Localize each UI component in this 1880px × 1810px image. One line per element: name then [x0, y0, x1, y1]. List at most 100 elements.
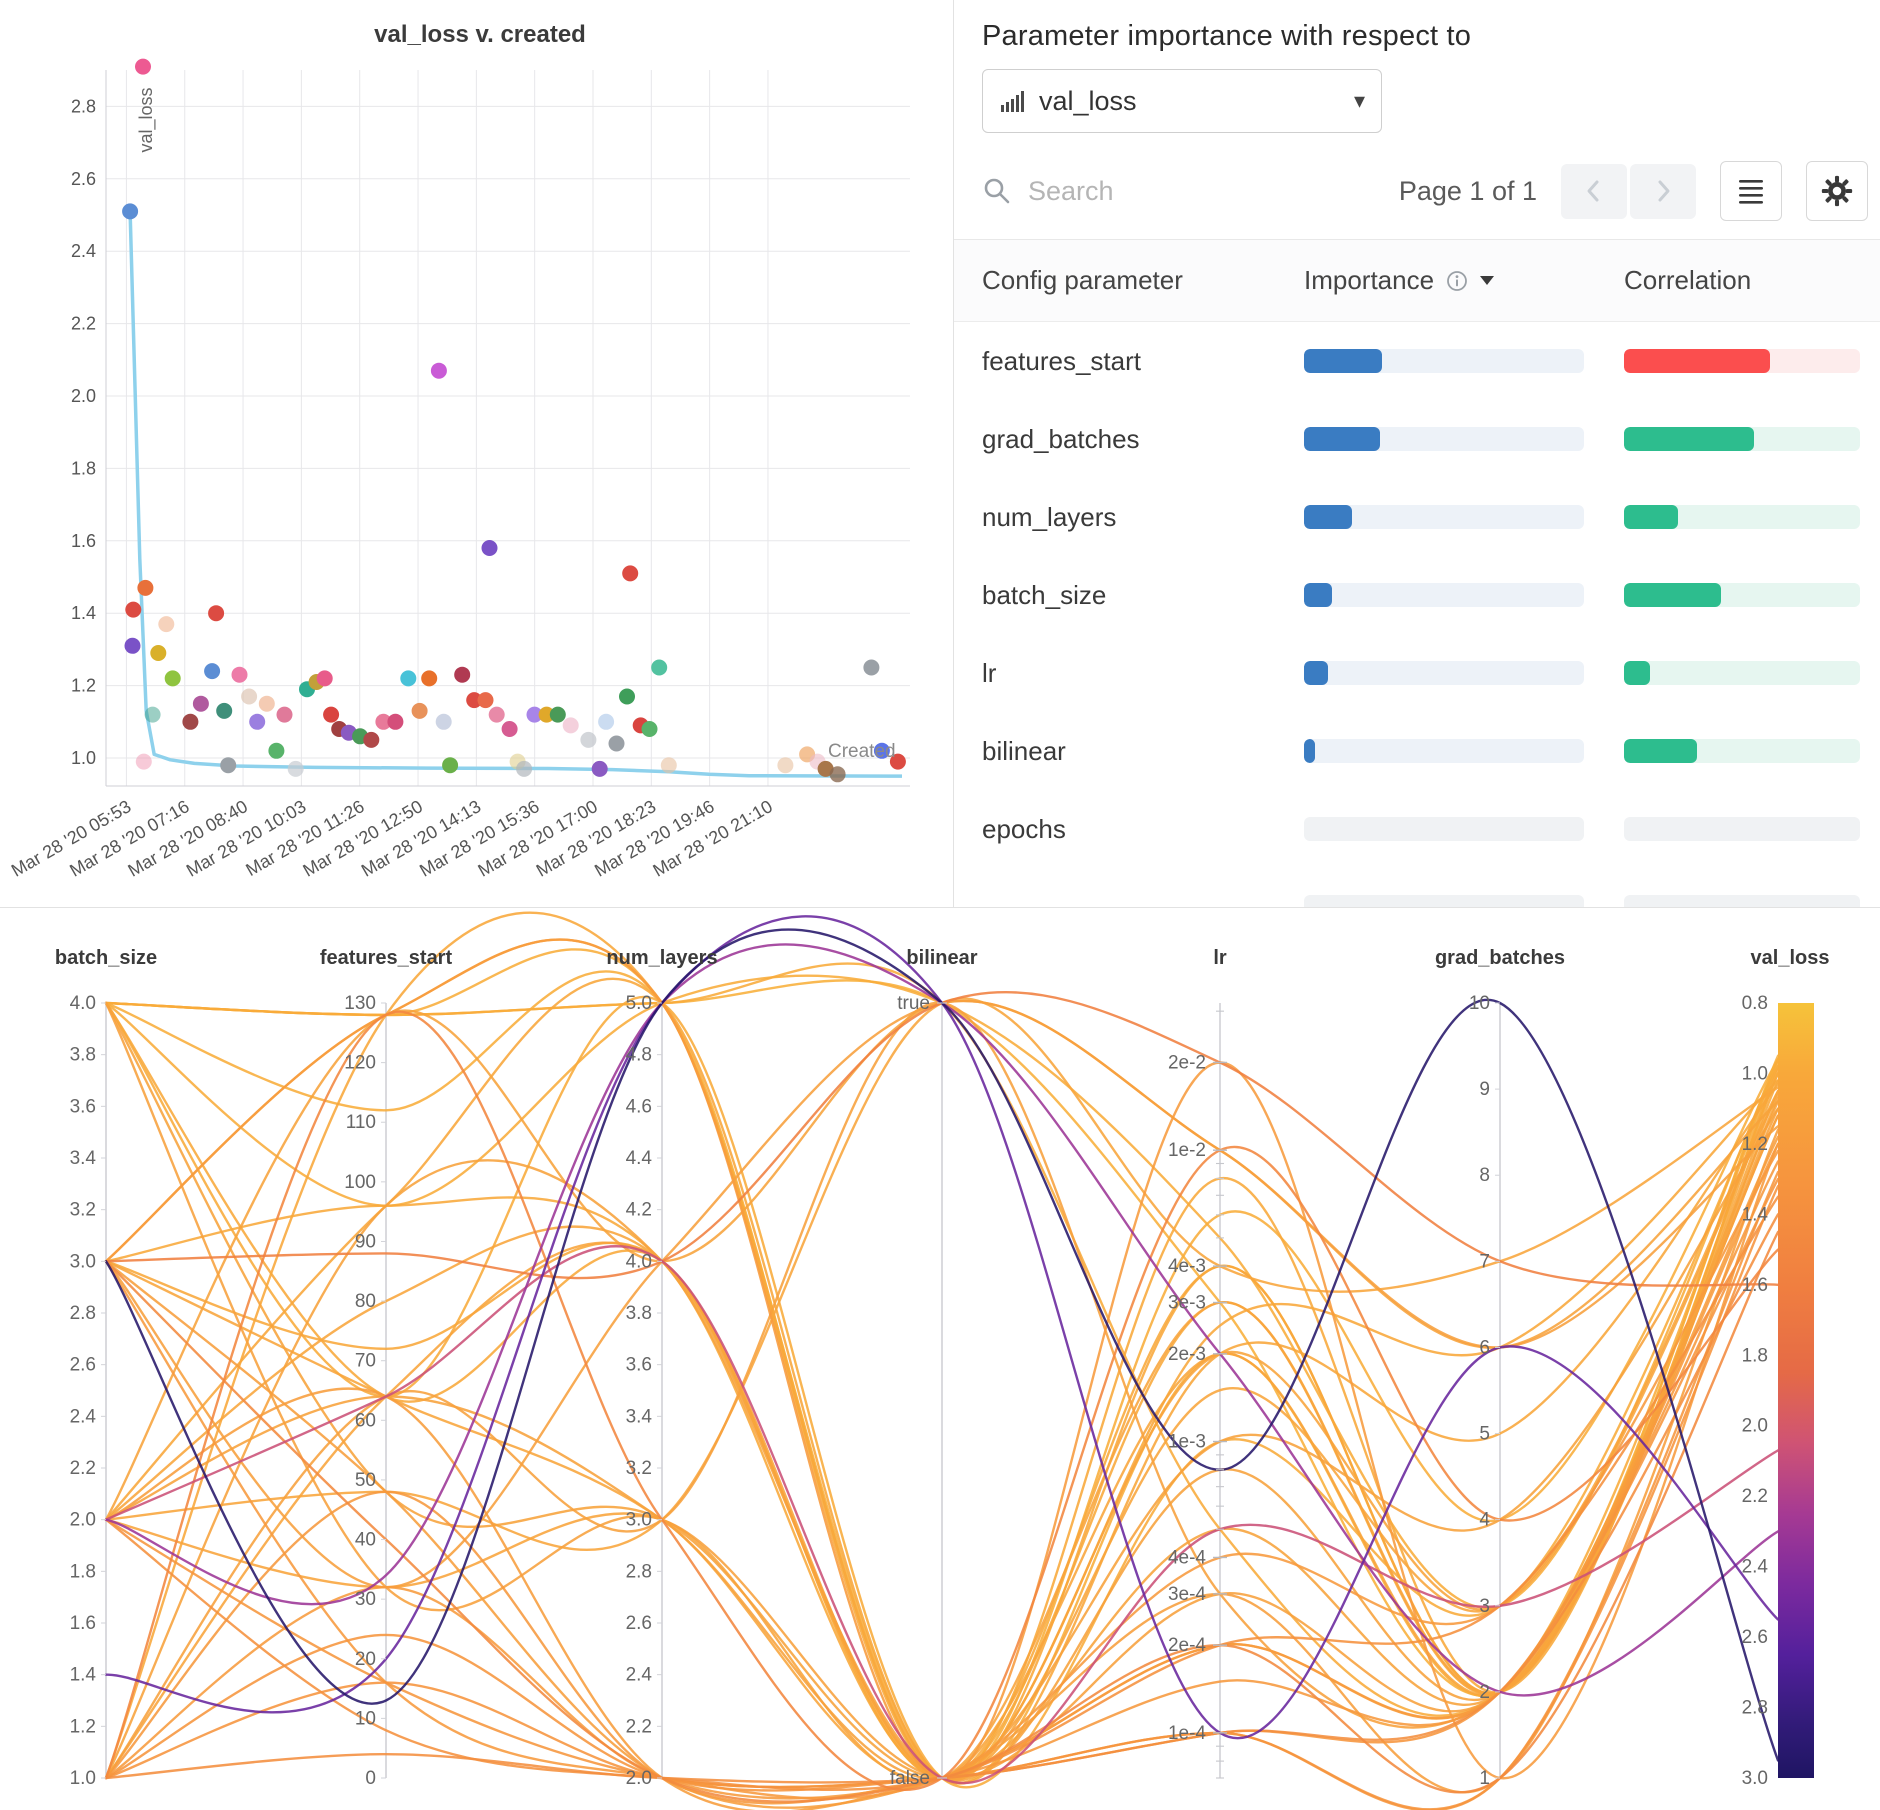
scatter-point[interactable]: [863, 659, 880, 676]
scatter-point[interactable]: [660, 757, 677, 774]
next-page-button[interactable]: [1630, 163, 1696, 219]
trend-line[interactable]: [128, 211, 903, 778]
sort-desc-icon[interactable]: [1480, 276, 1495, 285]
run-line[interactable]: [104, 1195, 1780, 1792]
column-importance[interactable]: Importance: [1304, 265, 1624, 296]
scatter-point[interactable]: [516, 760, 533, 777]
scatter-point[interactable]: [249, 713, 266, 730]
scatter-point[interactable]: [421, 670, 438, 687]
scatter-point[interactable]: [208, 605, 225, 622]
run-line[interactable]: [104, 1245, 1780, 1785]
scatter-point[interactable]: [316, 670, 333, 687]
search-input[interactable]: [1028, 175, 1288, 207]
scatter-point[interactable]: [817, 760, 834, 777]
scatter-point[interactable]: [137, 579, 154, 596]
scatter-point[interactable]: [608, 735, 625, 752]
metric-selector[interactable]: val_loss ▾: [982, 69, 1382, 133]
scatter-point[interactable]: [122, 203, 139, 220]
run-line[interactable]: [104, 1096, 1780, 1783]
scatter-point[interactable]: [488, 706, 505, 723]
scatter-point[interactable]: [182, 713, 199, 730]
scatter-point[interactable]: [375, 713, 392, 730]
scatter-point[interactable]: [144, 706, 161, 723]
column-config-parameter[interactable]: Config parameter: [982, 265, 1183, 295]
run-line[interactable]: [104, 1010, 1780, 1792]
scatter-point[interactable]: [400, 670, 417, 687]
tick-label: 2.8: [70, 1303, 96, 1324]
scatter-point[interactable]: [150, 645, 167, 661]
scatter-point[interactable]: [430, 362, 447, 379]
importance-table-row[interactable]: batch_size: [954, 556, 1880, 634]
scatter-point[interactable]: [829, 766, 846, 783]
scatter-point[interactable]: [323, 706, 340, 723]
scatter-point[interactable]: [889, 753, 906, 770]
scatter-point[interactable]: [135, 58, 151, 75]
val-loss-colorbar[interactable]: [1778, 1003, 1814, 1778]
column-correlation[interactable]: Correlation: [1624, 265, 1752, 295]
scatter-point[interactable]: [411, 702, 428, 719]
importance-table-row[interactable]: bilinear: [954, 712, 1880, 790]
scatter-point[interactable]: [158, 616, 175, 633]
scatter-point[interactable]: [477, 692, 494, 709]
importance-table-row[interactable]: num_layers: [954, 478, 1880, 556]
scatter-point[interactable]: [777, 757, 794, 774]
scatter-point[interactable]: [442, 757, 459, 774]
scatter-point[interactable]: [216, 702, 233, 719]
scatter-point[interactable]: [481, 540, 498, 556]
scatter-point[interactable]: [526, 706, 543, 723]
scatter-point[interactable]: [204, 663, 221, 680]
run-line[interactable]: [104, 1230, 1780, 1803]
scatter-point[interactable]: [435, 713, 452, 730]
scatter-point[interactable]: [538, 706, 555, 723]
scatter-point[interactable]: [622, 565, 639, 582]
scatter-point[interactable]: [591, 760, 608, 777]
importance-table-row[interactable]: [954, 868, 1880, 907]
scatter-point[interactable]: [258, 695, 275, 712]
scatter-point[interactable]: [454, 666, 471, 683]
scatter-point[interactable]: [268, 742, 285, 759]
scatter-point[interactable]: [287, 760, 304, 777]
scatter-point[interactable]: [873, 742, 890, 759]
list-icon: [1739, 180, 1763, 204]
scatter-point[interactable]: [135, 753, 152, 770]
run-line[interactable]: [104, 928, 1780, 1762]
scatter-point[interactable]: [598, 713, 615, 730]
scatter-point[interactable]: [231, 666, 248, 683]
scatter-point[interactable]: [363, 731, 380, 748]
run-line[interactable]: [104, 1089, 1780, 1782]
run-line[interactable]: [104, 938, 1780, 1780]
scatter-point[interactable]: [124, 637, 141, 654]
importance-table-row[interactable]: lr: [954, 634, 1880, 712]
importance-table-row[interactable]: features_start: [954, 322, 1880, 400]
scatter-point[interactable]: [387, 713, 404, 730]
importance-table-row[interactable]: epochs: [954, 790, 1880, 868]
scatter-point[interactable]: [466, 692, 483, 709]
scatter-point[interactable]: [164, 670, 181, 687]
tick-label: 2.0: [70, 1510, 96, 1531]
run-line[interactable]: [104, 962, 1780, 1717]
y-tick-label: 1.2: [71, 676, 96, 696]
scatter-point[interactable]: [651, 659, 668, 676]
scatter-point[interactable]: [580, 731, 597, 748]
scatter-point[interactable]: [192, 695, 209, 712]
tick-label: 2.2: [70, 1458, 96, 1479]
settings-button[interactable]: [1806, 161, 1868, 221]
info-icon[interactable]: [1446, 270, 1468, 292]
prev-page-button[interactable]: [1561, 163, 1627, 219]
scatter-point[interactable]: [276, 706, 293, 723]
scatter-point[interactable]: [220, 757, 237, 774]
scatter-point[interactable]: [501, 721, 518, 737]
run-line[interactable]: [104, 1185, 1780, 1810]
importance-table-row[interactable]: grad_batches: [954, 400, 1880, 478]
gear-icon: [1821, 175, 1853, 207]
list-view-button[interactable]: [1720, 161, 1782, 221]
run-line[interactable]: [104, 977, 1780, 1785]
divider: [954, 239, 1880, 240]
scatter-point[interactable]: [125, 601, 142, 618]
run-line[interactable]: [104, 915, 1780, 1740]
scatter-point[interactable]: [549, 706, 566, 723]
scatter-point[interactable]: [619, 688, 635, 705]
scatter-point[interactable]: [641, 721, 658, 737]
scatter-point[interactable]: [241, 688, 258, 705]
scatter-point[interactable]: [562, 717, 579, 734]
